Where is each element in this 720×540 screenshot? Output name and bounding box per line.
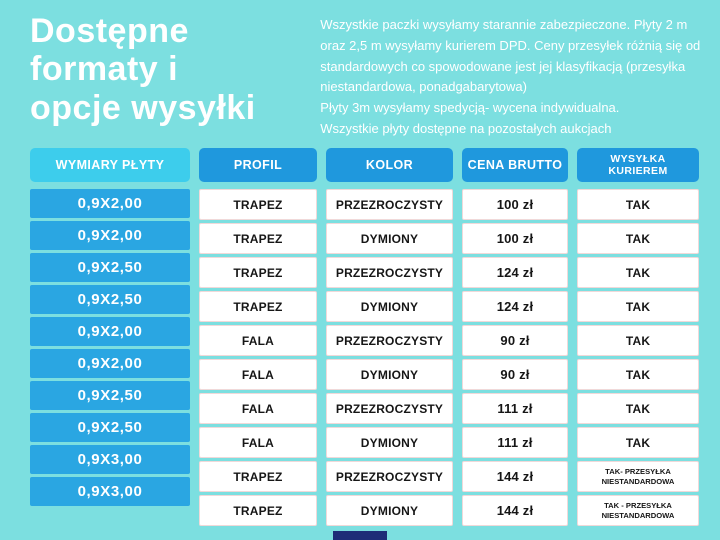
- table-cell-profil: TRAPEZ: [199, 223, 317, 254]
- column-header-size: WYMIARY PŁYTY: [30, 148, 190, 182]
- description-paragraph-1: Wszystkie paczki wysyłamy starannie zabe…: [320, 17, 701, 95]
- table-cell-wysylka: TAK- PRZESYŁKA NIESTANDARDOWA: [577, 461, 699, 492]
- column-header-profil: PROFIL: [199, 148, 317, 182]
- table-cell-wysylka: TAK: [577, 325, 699, 356]
- column-header-wysylka: WYSYŁKA KURIEREM: [577, 148, 699, 182]
- table-cell-cena: 124 zł: [462, 291, 568, 322]
- table-cell-size: 0,9X2,50: [30, 285, 190, 314]
- table-cell-cena: 100 zł: [462, 223, 568, 254]
- table-cell-size: 0,9X2,50: [30, 381, 190, 410]
- table-cell-kolor: PRZEZROCZYSTY: [326, 325, 453, 356]
- table-cell-wysylka: TAK - PRZESYŁKA NIESTANDARDOWA: [577, 495, 699, 526]
- table-cell-profil: FALA: [199, 325, 317, 356]
- table-cell-profil: FALA: [199, 393, 317, 424]
- table-cell-cena: 111 zł: [462, 393, 568, 424]
- column-kolor: KOLOR PRZEZROCZYSTY DYMIONY PRZEZROCZYST…: [326, 148, 453, 529]
- table-cell-cena: 144 zł: [462, 495, 568, 526]
- table-cell-profil: FALA: [199, 427, 317, 458]
- table-cell-size: 0,9X2,50: [30, 253, 190, 282]
- table-cell-size: 0,9X2,00: [30, 221, 190, 250]
- column-profil: PROFIL TRAPEZ TRAPEZ TRAPEZ TRAPEZ FALA …: [199, 148, 317, 529]
- table-cell-profil: TRAPEZ: [199, 257, 317, 288]
- table-cell-cena: 90 zł: [462, 359, 568, 390]
- table-cell-size: 0,9X2,00: [30, 349, 190, 378]
- pricing-table: WYMIARY PŁYTY 0,9X2,00 0,9X2,00 0,9X2,50…: [30, 148, 699, 529]
- title-line-1: Dostępne: [30, 12, 189, 50]
- table-cell-profil: TRAPEZ: [199, 495, 317, 526]
- table-cell-size: 0,9X3,00: [30, 445, 190, 474]
- table-cell-kolor: DYMIONY: [326, 495, 453, 526]
- footer-bar: [333, 531, 387, 540]
- table-cell-kolor: PRZEZROCZYSTY: [326, 393, 453, 424]
- table-cell-wysylka: TAK: [577, 189, 699, 220]
- table-cell-size: 0,9X2,00: [30, 317, 190, 346]
- table-cell-kolor: PRZEZROCZYSTY: [326, 189, 453, 220]
- table-cell-profil: TRAPEZ: [199, 461, 317, 492]
- table-cell-profil: TRAPEZ: [199, 291, 317, 322]
- table-cell-wysylka: TAK: [577, 359, 699, 390]
- table-cell-wysylka: TAK: [577, 427, 699, 458]
- table-cell-wysylka: TAK: [577, 291, 699, 322]
- table-cell-cena: 111 zł: [462, 427, 568, 458]
- shipping-description: Wszystkie paczki wysyłamy starannie zabe…: [320, 12, 704, 140]
- table-cell-cena: 100 zł: [462, 189, 568, 220]
- table-cell-kolor: DYMIONY: [326, 291, 453, 322]
- column-header-cena: CENA BRUTTO: [462, 148, 568, 182]
- title-line-2: formaty i: [30, 50, 179, 89]
- column-wysylka: WYSYŁKA KURIEREM TAK TAK TAK TAK TAK TAK…: [577, 148, 699, 529]
- table-cell-size: 0,9X2,00: [30, 189, 190, 218]
- header: Dostępne formaty i opcje wysyłki Wszystk…: [0, 0, 720, 140]
- table-cell-kolor: PRZEZROCZYSTY: [326, 461, 453, 492]
- column-cena: CENA BRUTTO 100 zł 100 zł 124 zł 124 zł …: [462, 148, 568, 529]
- table-cell-kolor: PRZEZROCZYSTY: [326, 257, 453, 288]
- table-cell-kolor: DYMIONY: [326, 427, 453, 458]
- table-cell-wysylka: TAK: [577, 257, 699, 288]
- table-cell-size: 0,9X3,00: [30, 477, 190, 506]
- page-title: Dostępne formaty i opcje wysyłki: [30, 12, 320, 140]
- description-paragraph-3: Wszystkie płyty dostępne na pozostałych …: [320, 120, 612, 136]
- table-cell-kolor: DYMIONY: [326, 223, 453, 254]
- table-cell-kolor: DYMIONY: [326, 359, 453, 390]
- column-size: WYMIARY PŁYTY 0,9X2,00 0,9X2,00 0,9X2,50…: [30, 148, 190, 529]
- column-header-kolor: KOLOR: [326, 148, 453, 182]
- title-line-3: opcje wysyłki: [30, 88, 256, 127]
- table-cell-wysylka: TAK: [577, 223, 699, 254]
- table-cell-cena: 90 zł: [462, 325, 568, 356]
- table-cell-cena: 144 zł: [462, 461, 568, 492]
- table-cell-profil: FALA: [199, 359, 317, 390]
- table-cell-cena: 124 zł: [462, 257, 568, 288]
- table-cell-wysylka: TAK: [577, 393, 699, 424]
- description-paragraph-2: Płyty 3m wysyłamy spedycją- wycena indyw…: [320, 100, 620, 116]
- table-cell-profil: TRAPEZ: [199, 189, 317, 220]
- table-cell-size: 0,9X2,50: [30, 413, 190, 442]
